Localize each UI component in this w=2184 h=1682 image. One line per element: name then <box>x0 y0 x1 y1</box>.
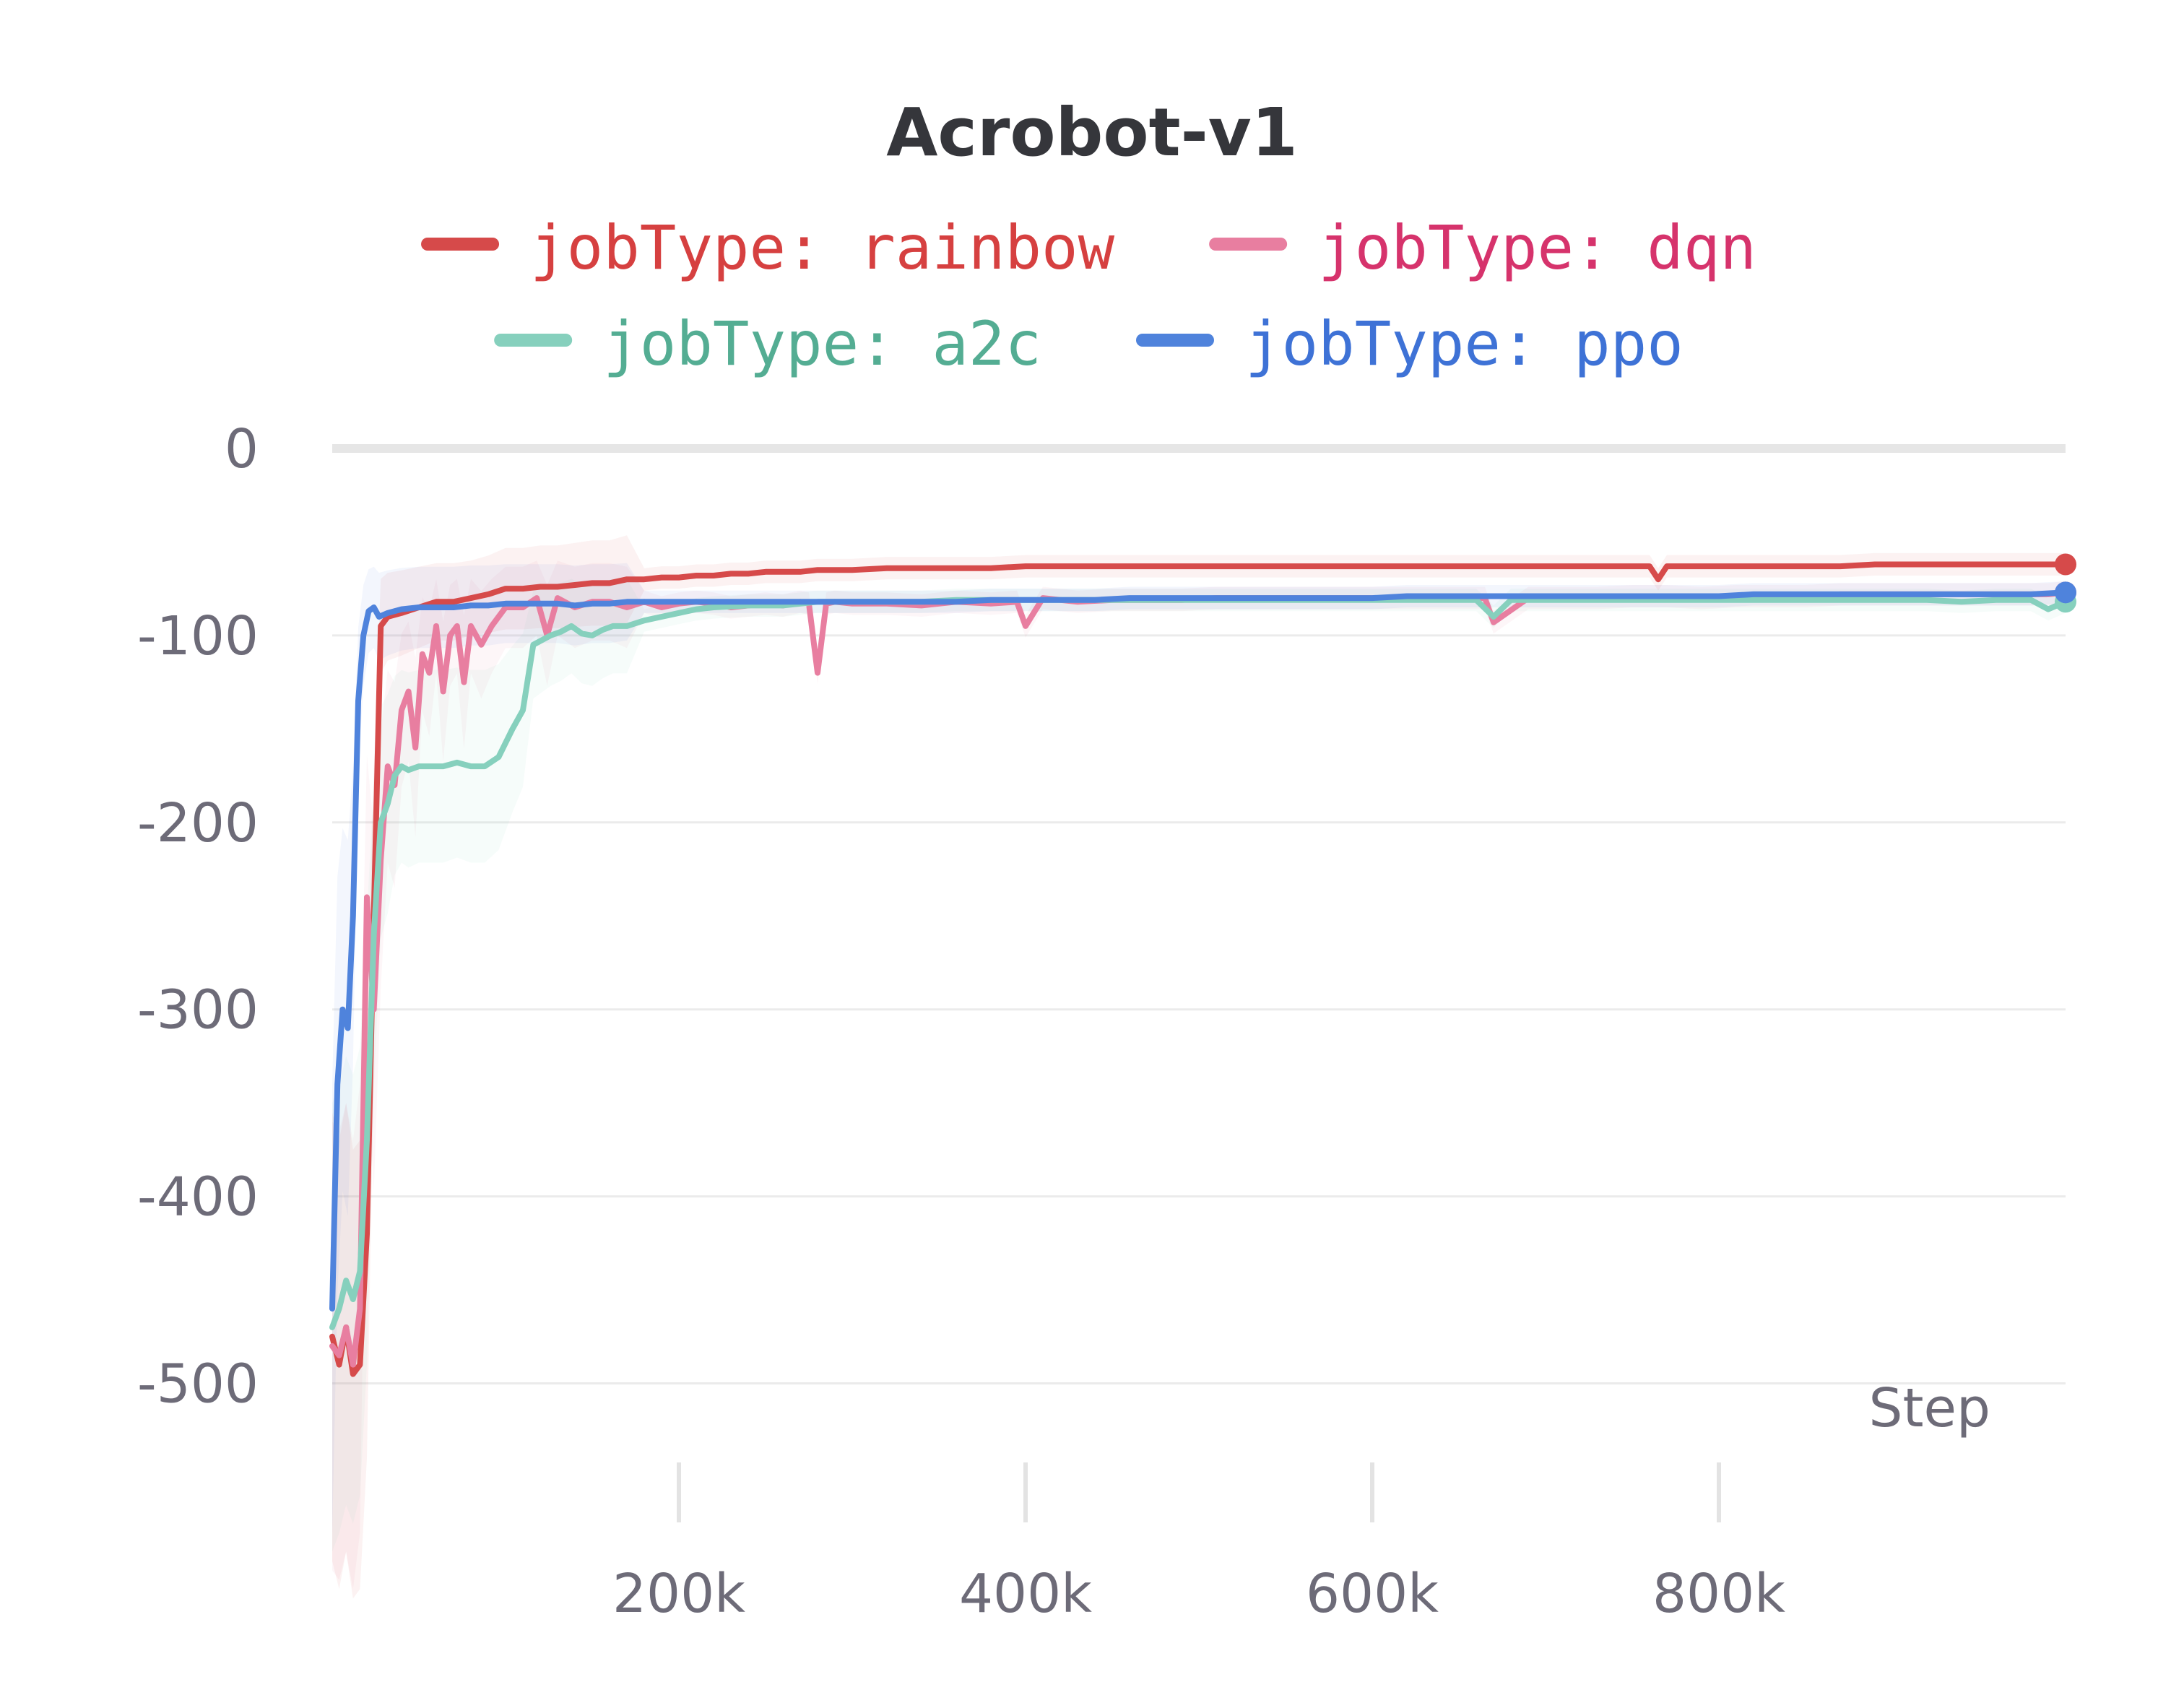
y-tick-label: -400 <box>137 1166 259 1228</box>
x-axis-label: Step <box>1869 1377 1991 1439</box>
y-tick-label: 0 <box>225 418 259 480</box>
series-band <box>332 563 2066 1533</box>
x-axis: 200k 400k 600k 800k <box>612 1462 1785 1625</box>
legend-label: jobType: ppo <box>1245 308 1684 379</box>
legend-label: jobType: rainbow <box>530 212 1115 283</box>
series-line <box>329 597 2068 1330</box>
legend-label: jobType: dqn <box>1318 212 1756 283</box>
series-end-point <box>2055 553 2076 576</box>
x-tick-label: 600k <box>1306 1563 1439 1625</box>
grid-layer <box>332 443 2066 1385</box>
y-axis: 0 -100 -200 -300 -400 -500 <box>137 418 259 1416</box>
series-end-point <box>2055 581 2076 604</box>
series-band <box>332 560 2066 1590</box>
series-line <box>329 589 2068 1368</box>
y-tick-label: -300 <box>137 979 259 1041</box>
y-tick-label: -500 <box>137 1353 259 1416</box>
legend: jobType: rainbow jobType: dqn jobType: a2c… <box>421 212 1756 379</box>
series-line <box>329 561 2068 1377</box>
y-tick-label: -100 <box>137 605 259 667</box>
x-tick-label: 800k <box>1652 1563 1785 1625</box>
series-band <box>332 578 2066 1552</box>
x-tick-label: 400k <box>959 1563 1092 1625</box>
series-band <box>332 535 2066 1599</box>
y-tick-label: -200 <box>137 792 259 854</box>
series-line <box>329 589 2068 1312</box>
legend-label: jobType: a2c <box>603 308 1041 379</box>
band-layer <box>332 535 2066 1599</box>
series-layer <box>329 553 2076 1377</box>
chart-title: Acrobot-v1 <box>886 94 1298 171</box>
x-tick-label: 200k <box>612 1563 745 1625</box>
